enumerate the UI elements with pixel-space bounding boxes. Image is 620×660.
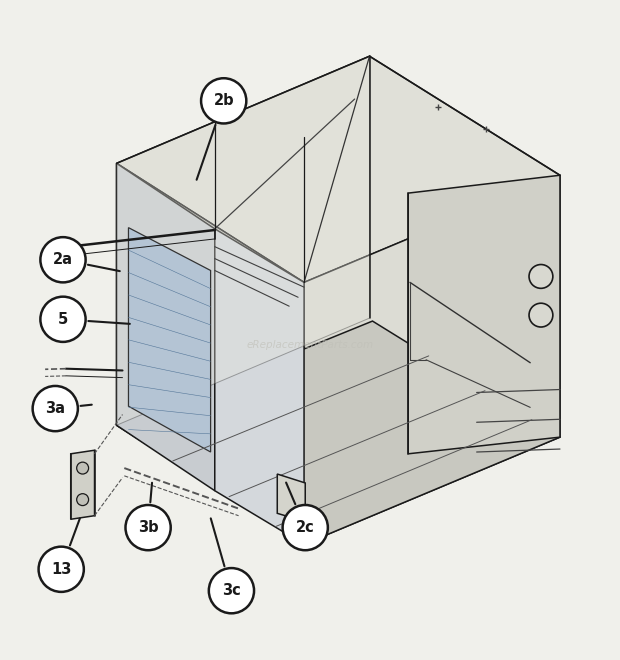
Circle shape — [529, 303, 553, 327]
Circle shape — [125, 505, 170, 550]
Circle shape — [529, 265, 553, 288]
Circle shape — [40, 237, 86, 282]
Polygon shape — [277, 474, 305, 521]
Text: 2b: 2b — [213, 93, 234, 108]
Text: 13: 13 — [51, 562, 71, 577]
Text: 3b: 3b — [138, 520, 159, 535]
Circle shape — [77, 494, 89, 506]
Circle shape — [201, 79, 246, 123]
Polygon shape — [117, 163, 304, 544]
Polygon shape — [128, 228, 211, 452]
Polygon shape — [71, 450, 94, 519]
Polygon shape — [117, 56, 560, 282]
Polygon shape — [408, 176, 560, 454]
Circle shape — [77, 462, 89, 474]
Text: 2a: 2a — [53, 252, 73, 267]
Circle shape — [209, 568, 254, 613]
Text: eReplacementParts.com: eReplacementParts.com — [246, 340, 374, 350]
Text: 2c: 2c — [296, 520, 314, 535]
Polygon shape — [117, 56, 370, 425]
Polygon shape — [215, 229, 304, 544]
Polygon shape — [117, 321, 560, 544]
Polygon shape — [304, 176, 560, 544]
Text: 5: 5 — [58, 312, 68, 327]
Circle shape — [38, 546, 84, 592]
Circle shape — [283, 505, 328, 550]
Polygon shape — [117, 163, 215, 490]
Circle shape — [33, 386, 78, 431]
Circle shape — [40, 296, 86, 342]
Text: 3c: 3c — [222, 583, 241, 598]
Text: 3a: 3a — [45, 401, 65, 416]
